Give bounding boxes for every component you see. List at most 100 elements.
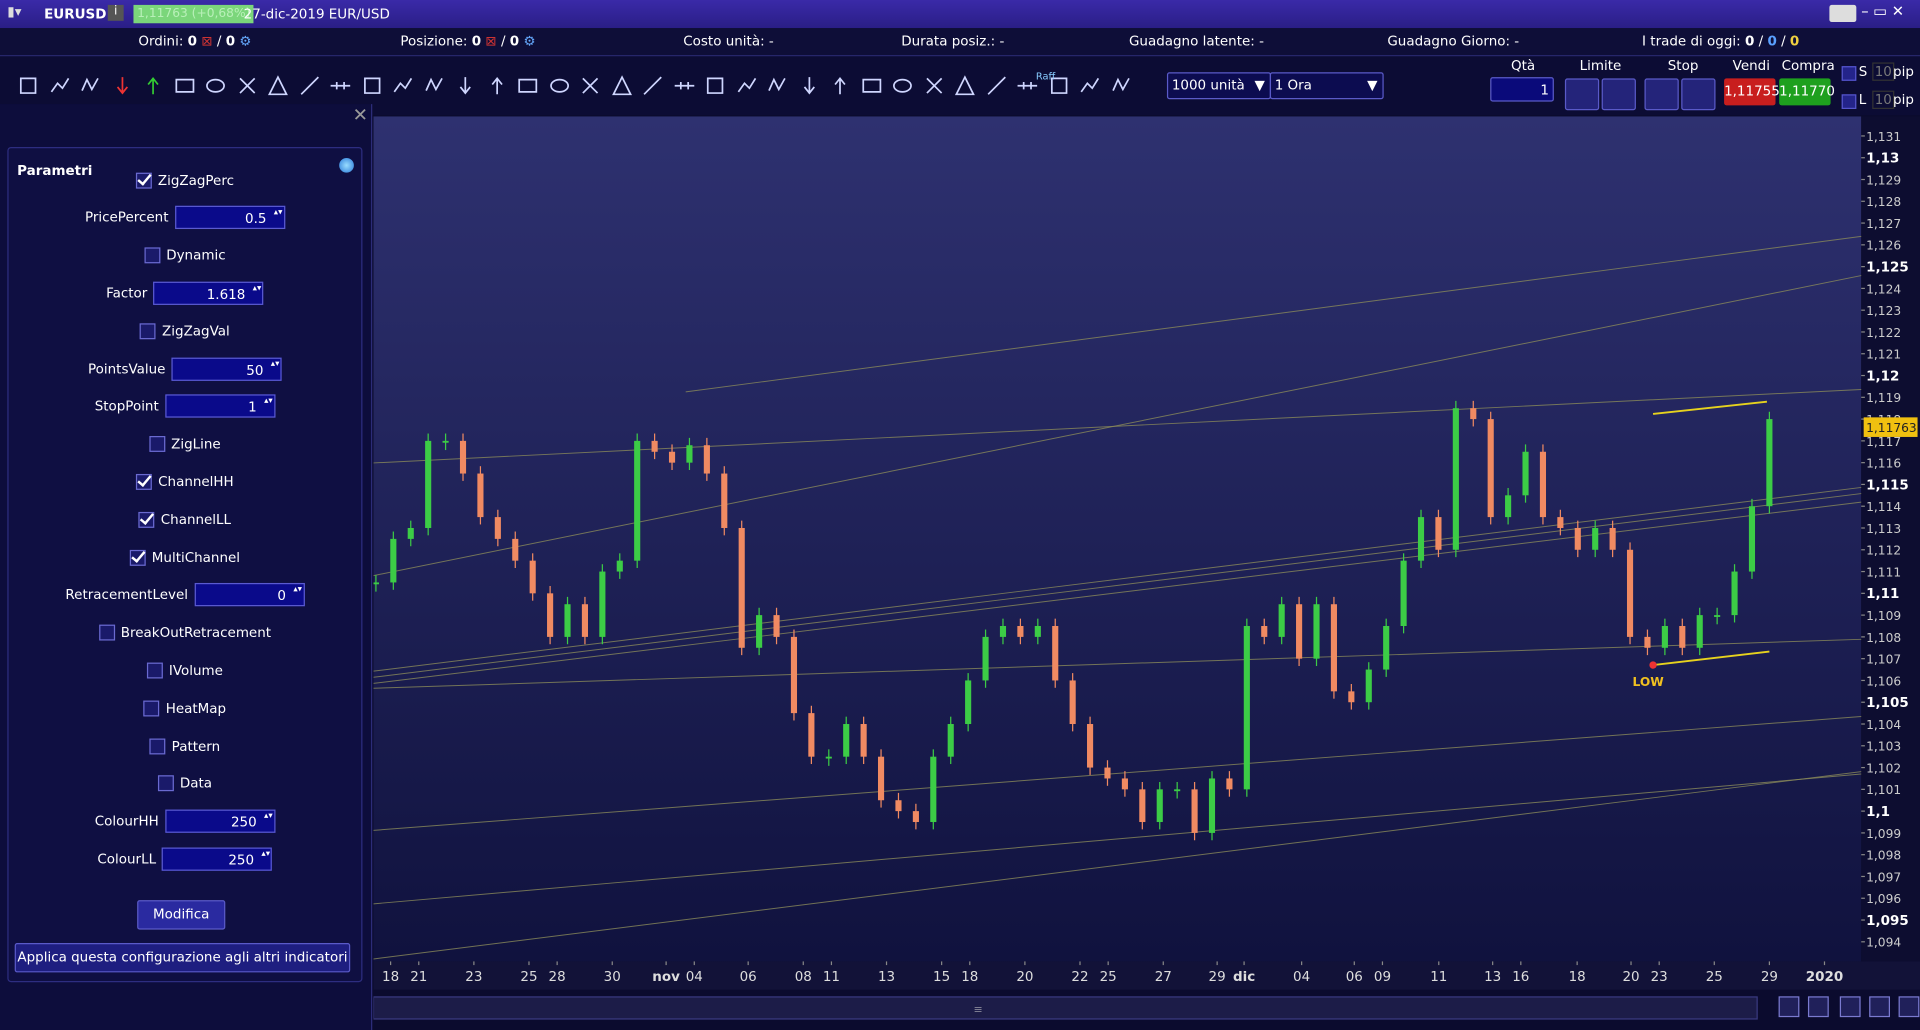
tool-icon[interactable]	[17, 75, 39, 97]
symbol[interactable]: EURUSD	[44, 6, 107, 23]
parameter-input[interactable]: 1.618	[153, 281, 264, 305]
tool-icon[interactable]	[704, 75, 726, 97]
tool-glyph[interactable]	[1080, 77, 1100, 93]
tool-icon[interactable]	[642, 75, 664, 97]
tool-icon[interactable]	[579, 75, 601, 97]
modify-button[interactable]: Modifica	[137, 900, 226, 930]
s-pips[interactable]: 10	[1872, 62, 1895, 81]
tool-glyph[interactable]	[768, 77, 786, 92]
tool-icon[interactable]	[80, 75, 102, 97]
parameter-input[interactable]: 0	[194, 583, 305, 607]
tool-icon[interactable]	[860, 75, 882, 97]
scroll-grip[interactable]: ≡	[973, 1003, 982, 1016]
quantity-unit[interactable]: 1000 unità	[1171, 77, 1245, 94]
checkbox[interactable]	[135, 172, 152, 188]
tool-glyph[interactable]	[268, 75, 288, 96]
timeframe[interactable]: 1 Ora	[1274, 77, 1312, 94]
tool-glyph[interactable]	[549, 78, 569, 93]
info-icon[interactable]: i	[107, 4, 124, 21]
window-controls[interactable]: – ▭ ✕	[1861, 2, 1905, 20]
checkbox[interactable]	[136, 473, 153, 490]
tool-icon[interactable]	[673, 75, 695, 97]
tool-glyph[interactable]	[300, 76, 319, 95]
parameter-input[interactable]: 250	[164, 809, 276, 833]
tool-glyph[interactable]	[1111, 77, 1130, 92]
tool-icon[interactable]	[985, 75, 1007, 97]
quantity-select[interactable]: 1000 unità ▼	[1166, 72, 1272, 100]
chart-control[interactable]	[1898, 996, 1920, 1018]
tool-glyph[interactable]	[50, 77, 69, 93]
raff-tool[interactable]: Raff	[1035, 71, 1056, 83]
chart-control[interactable]	[1839, 996, 1861, 1018]
tool-icon[interactable]	[423, 75, 445, 97]
tool-icon[interactable]	[267, 75, 289, 97]
tool-icon[interactable]	[48, 75, 70, 97]
tool-glyph[interactable]	[1050, 77, 1067, 94]
checkbox[interactable]	[129, 549, 146, 566]
tool-glyph[interactable]	[582, 77, 599, 94]
chart-control[interactable]	[1778, 996, 1800, 1018]
tool-glyph[interactable]	[330, 82, 351, 90]
sell-button[interactable]: 1,11755	[1724, 78, 1780, 106]
tool-icon[interactable]	[610, 75, 632, 97]
checkbox[interactable]	[144, 247, 161, 264]
tool-glyph[interactable]	[363, 77, 380, 94]
tool-icon[interactable]	[361, 75, 383, 97]
checkbox[interactable]	[149, 436, 166, 453]
tool-glyph[interactable]	[174, 78, 194, 93]
tool-icon[interactable]	[329, 75, 351, 97]
parameter-input[interactable]: 250	[162, 847, 273, 871]
tool-icon[interactable]	[1048, 75, 1070, 97]
tool-icon[interactable]	[891, 75, 913, 97]
limit-buy-button[interactable]	[1564, 78, 1600, 111]
tool-glyph[interactable]	[424, 77, 443, 92]
tool-icon[interactable]	[486, 75, 508, 97]
s-checkbox[interactable]	[1841, 66, 1857, 81]
tool-glyph[interactable]	[81, 77, 99, 92]
tool-icon[interactable]	[767, 75, 789, 97]
tool-glyph[interactable]	[954, 75, 975, 96]
parameter-input[interactable]: 1	[164, 394, 276, 418]
tool-glyph[interactable]	[893, 78, 912, 93]
timeframe-select[interactable]: 1 Ora ▼	[1269, 72, 1384, 100]
l-checkbox[interactable]	[1841, 94, 1857, 110]
keyboard-icon[interactable]	[1829, 4, 1857, 23]
tool-icon[interactable]	[517, 75, 539, 97]
tool-glyph[interactable]	[643, 76, 662, 95]
tool-glyph[interactable]	[925, 77, 942, 94]
tool-icon[interactable]	[111, 75, 133, 97]
tool-glyph[interactable]	[706, 77, 724, 94]
tool-icon[interactable]	[548, 75, 570, 97]
tool-glyph[interactable]	[986, 76, 1006, 95]
tool-glyph[interactable]	[737, 77, 756, 93]
tool-glyph[interactable]	[861, 78, 881, 93]
l-pips[interactable]: 10	[1872, 90, 1895, 110]
checkbox[interactable]	[138, 511, 155, 528]
tool-glyph[interactable]	[490, 77, 503, 95]
tool-icon[interactable]	[829, 75, 851, 97]
limit-sell-button[interactable]	[1601, 78, 1636, 111]
tool-glyph[interactable]	[393, 77, 413, 93]
close-panel[interactable]: ✕	[352, 104, 369, 127]
scrollbar[interactable]	[373, 996, 1758, 1020]
parameter-input[interactable]: 0.5	[174, 206, 285, 230]
tool-glyph[interactable]	[803, 77, 815, 95]
qty-input[interactable]: 1	[1490, 77, 1554, 102]
help-icon[interactable]	[339, 157, 354, 173]
tool-icon[interactable]	[1016, 75, 1038, 97]
tool-glyph[interactable]	[459, 77, 471, 95]
tool-icon[interactable]	[923, 75, 945, 97]
tool-icon[interactable]	[298, 75, 320, 97]
tool-icon[interactable]	[798, 75, 820, 97]
tool-glyph[interactable]	[238, 77, 255, 94]
checkbox[interactable]	[98, 624, 115, 641]
tool-icon[interactable]	[236, 75, 258, 97]
stop-buy-button[interactable]	[1644, 78, 1679, 111]
parameter-input[interactable]: 50	[171, 357, 282, 381]
tool-icon[interactable]	[954, 75, 976, 97]
tool-glyph[interactable]	[1017, 82, 1038, 90]
tool-glyph[interactable]	[206, 78, 225, 93]
tool-glyph[interactable]	[518, 78, 538, 93]
apply-button[interactable]: Applica questa configurazione agli altri…	[14, 943, 351, 973]
tool-icon[interactable]	[142, 75, 164, 97]
